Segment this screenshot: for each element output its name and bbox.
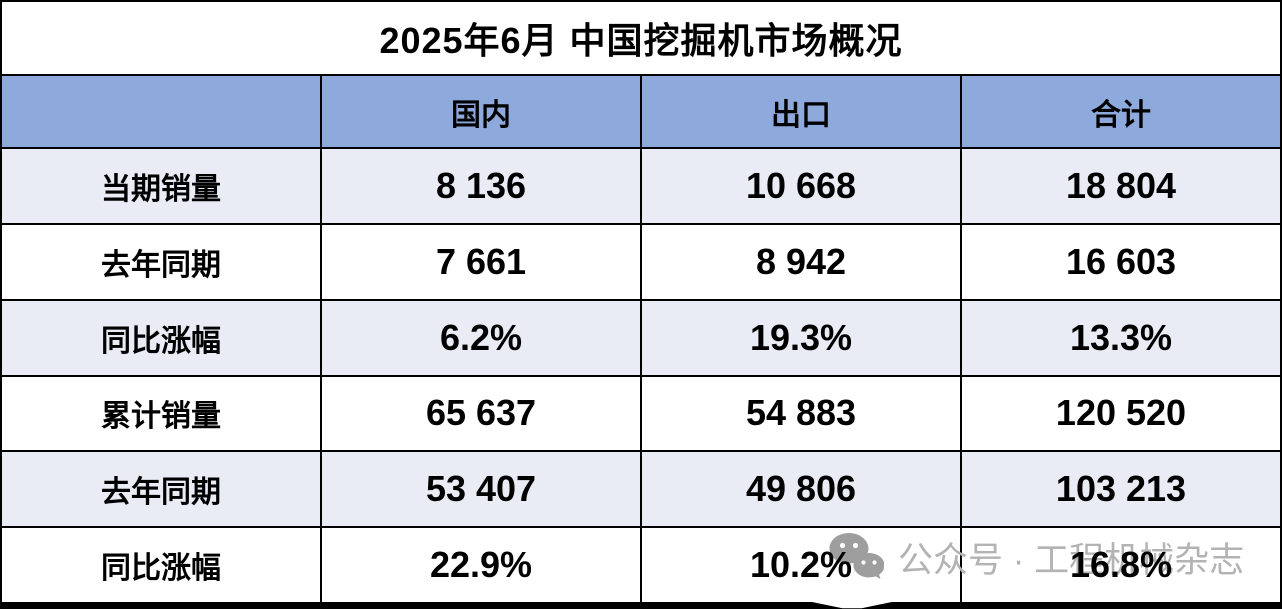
column-header-blank [2,76,320,147]
table-cell: 54 883 [642,376,960,451]
table-cell: 49 806 [642,452,960,527]
table-cell: 6.2% [322,300,640,375]
column-header-domestic: 国内 [322,76,640,147]
row-label-yoy-cumulative: 同比涨幅 [2,528,320,602]
pointer-notch [812,602,892,609]
table-cell: 8 136 [322,149,640,223]
table-cell: 65 637 [322,376,640,451]
row-label-cumulative-sales: 累计销量 [2,376,320,451]
table-cell: 18 804 [962,149,1280,223]
table-cell: 13.3% [962,300,1280,375]
row-label-current-sales: 当期销量 [2,149,320,223]
table-cell: 19.3% [642,300,960,375]
table-cell: 10.2% [642,528,960,602]
row-label-last-year-cumulative: 去年同期 [2,452,320,527]
table-cell: 22.9% [322,528,640,602]
row-label-yoy-month: 同比涨幅 [2,300,320,375]
table-cell: 10 668 [642,149,960,223]
page-title: 2025年6月 中国挖掘机市场概况 [2,2,1280,74]
table-cell: 16 603 [962,224,1280,299]
table-cell: 103 213 [962,452,1280,527]
table-cell: 16.8% [962,528,1280,602]
column-header-total: 合计 [962,76,1280,147]
table-cell: 120 520 [962,376,1280,451]
table-cell: 53 407 [322,452,640,527]
table-cell: 7 661 [322,224,640,299]
table-cell: 8 942 [642,224,960,299]
bottom-border-bar [0,602,1282,609]
row-label-last-year-month: 去年同期 [2,224,320,299]
column-header-export: 出口 [642,76,960,147]
